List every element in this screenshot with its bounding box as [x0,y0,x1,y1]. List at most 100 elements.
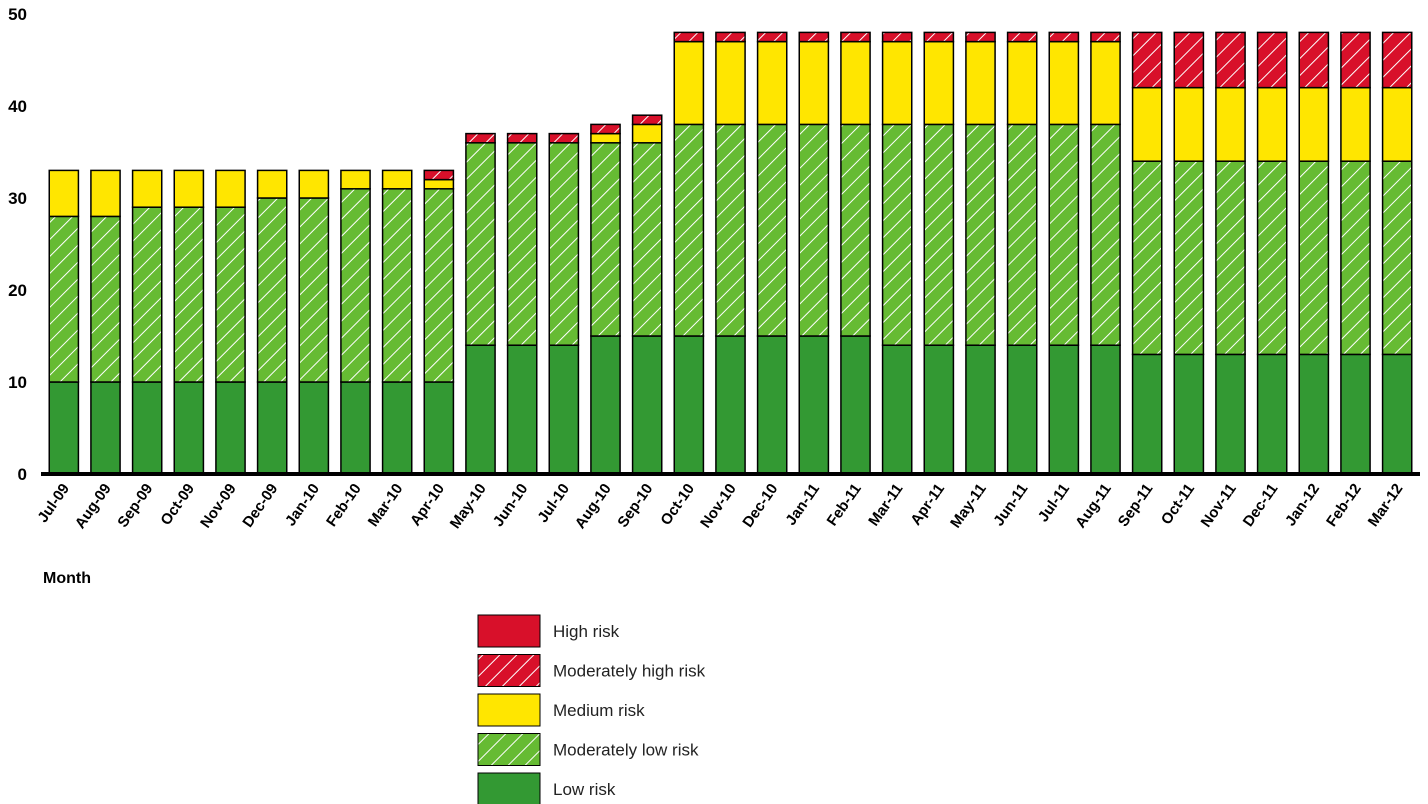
bar-moderately-high-risk [798,31,830,43]
bar-moderately-high-risk [548,132,580,144]
bar-low-risk [673,335,705,475]
x-tick-label: Feb-10 [323,481,365,530]
x-tick-label: Jan-12 [1282,481,1323,530]
bar-moderately-low-risk [173,206,205,383]
bar-low-risk [48,381,80,475]
bar-moderately-low-risk [1381,160,1413,356]
bar-moderately-high-risk [923,31,955,43]
bar-moderately-high-risk [1131,31,1163,89]
legend-label-low-risk: Low risk [553,780,616,799]
bar-moderately-low-risk [840,123,871,337]
bar-medium-risk [631,123,663,144]
bar-moderately-low-risk [1006,123,1038,346]
bar-moderately-low-risk [298,197,330,383]
bar-low-risk [1381,353,1413,475]
x-tick-label: Jul-09 [34,481,73,526]
bars [48,31,1413,475]
bar-low-risk [423,381,455,475]
x-tick-label: Oct-11 [1158,481,1198,528]
bar-low-risk [506,344,538,475]
bar-moderately-low-risk [881,123,913,346]
y-axis: 0 10 20 30 40 50 [8,5,27,484]
legend-swatch-high-risk [477,614,541,648]
bar-moderately-low-risk [506,142,538,346]
bar-moderately-low-risk [1215,160,1246,356]
bar-medium-risk [798,40,830,126]
bar-low-risk [756,335,788,475]
x-tick-label: Nov-09 [197,481,240,532]
bar-moderately-low-risk [1256,160,1288,356]
x-tick-label: Jun-10 [490,481,532,530]
bar-moderately-high-risk [1173,31,1205,89]
bar-low-risk [1048,344,1080,475]
bar-moderately-high-risk [1381,31,1413,89]
bar-medium-risk [756,40,788,126]
bar-medium-risk [1256,86,1288,162]
x-tick-label: Jul-11 [1035,481,1073,526]
bar-moderately-high-risk [423,169,455,181]
x-tick-label: Dec-11 [1240,481,1282,530]
bar-low-risk [1006,344,1038,475]
y-tick-label: 30 [8,189,27,208]
bar-low-risk [1090,344,1121,475]
bar-low-risk [590,335,621,475]
bar-moderately-high-risk [1298,31,1330,89]
bar-medium-risk [590,132,621,144]
bar-low-risk [881,344,913,475]
bar-moderately-high-risk [1215,31,1246,89]
bar-moderately-low-risk [1173,160,1205,356]
bar-moderately-low-risk [215,206,246,383]
bar-medium-risk [256,169,288,199]
bar-low-risk [1215,353,1246,475]
bar-low-risk [256,381,288,475]
x-tick-label: Aug-11 [1072,481,1115,532]
bar-low-risk [90,381,121,475]
bar-medium-risk [298,169,330,199]
bar-low-risk [465,344,496,475]
bar-low-risk [715,335,746,475]
bar-medium-risk [1215,86,1246,162]
x-tick-label: Sep-10 [614,481,656,531]
bar-medium-risk [1173,86,1205,162]
x-tick-label: Jun-11 [990,481,1031,530]
bar-moderately-low-risk [965,123,996,346]
bar-medium-risk [965,40,996,126]
bar-moderately-low-risk [1131,160,1163,356]
x-tick-label: Apr-10 [407,481,448,530]
bar-moderately-high-risk [1048,31,1080,43]
bar-low-risk [631,335,663,475]
x-tick-label: Dec-10 [739,481,781,531]
x-tick-label: Feb-12 [1323,481,1365,530]
bar-medium-risk [1131,86,1163,162]
bar-moderately-high-risk [840,31,871,43]
bar-medium-risk [90,169,121,218]
bar-low-risk [1340,353,1371,475]
bar-moderately-low-risk [1298,160,1330,356]
bar-moderately-low-risk [548,142,580,346]
bar-moderately-low-risk [423,188,455,383]
bar-medium-risk [381,169,413,190]
bar-low-risk [840,335,871,475]
bar-moderately-high-risk [506,132,538,144]
x-axis-title: Month [43,570,91,587]
bar-moderately-high-risk [1340,31,1371,89]
x-tick-label: Mar-10 [365,481,407,530]
bar-low-risk [173,381,205,475]
x-tick-label: Jan-11 [782,481,823,529]
bar-moderately-low-risk [90,215,121,383]
bar-moderately-low-risk [1340,160,1371,356]
bar-medium-risk [840,40,871,126]
x-tick-label: Oct-10 [657,481,698,529]
legend-swatch-moderately-high-risk [477,654,541,687]
x-tick-label: Feb-11 [824,481,865,530]
bar-medium-risk [1298,86,1330,162]
bar-low-risk [340,381,371,475]
bar-medium-risk [923,40,955,126]
x-tick-label: Jan-10 [282,481,323,530]
y-tick-label: 20 [8,281,27,300]
legend-label-high-risk: High risk [553,622,620,641]
bar-moderately-high-risk [881,31,913,43]
bar-low-risk [548,344,580,475]
